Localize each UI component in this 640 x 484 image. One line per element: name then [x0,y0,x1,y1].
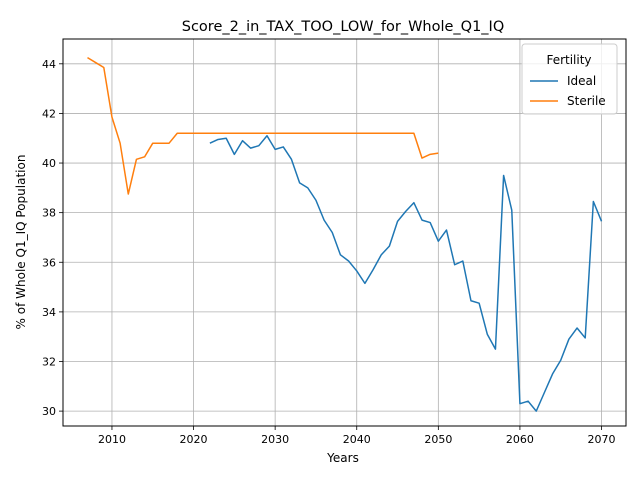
y-tick-label: 36 [42,256,56,269]
y-tick-label: 42 [42,107,56,120]
series-line-sterile [87,56,439,195]
x-tick-label: 2030 [261,433,289,446]
legend-label-ideal: Ideal [567,74,596,88]
x-tick-label: 2070 [588,433,616,446]
y-axis-ticks: 30 32 34 36 38 40 42 44 [42,58,63,418]
legend: Fertility Ideal Sterile [521,43,618,115]
legend-title: Fertility [546,53,591,67]
x-tick-label: 2050 [424,433,452,446]
x-axis-label: Years [326,451,359,465]
y-axis-label: % of Whole Q1_IQ Population [14,155,28,330]
axes-frame [62,38,627,427]
y-tick-label: 32 [42,356,56,369]
y-tick-label: 40 [42,157,56,170]
x-axis-ticks: 2010 2020 2030 2040 2050 2060 2070 [98,426,616,446]
y-tick-label: 38 [42,207,56,220]
x-tick-label: 2010 [98,433,126,446]
legend-box [521,43,618,115]
x-tick-label: 2020 [180,433,208,446]
chart-title: Score_2_in_TAX_TOO_LOW_for_Whole_Q1_IQ [182,19,505,35]
grid [63,39,626,426]
x-tick-label: 2040 [343,433,371,446]
y-tick-label: 44 [42,58,56,71]
legend-label-sterile: Sterile [567,94,606,108]
x-tick-label: 2060 [506,433,534,446]
plot-lines [87,56,603,412]
y-tick-label: 34 [42,306,56,319]
series-line-ideal [209,135,603,412]
y-tick-label: 30 [42,405,56,418]
